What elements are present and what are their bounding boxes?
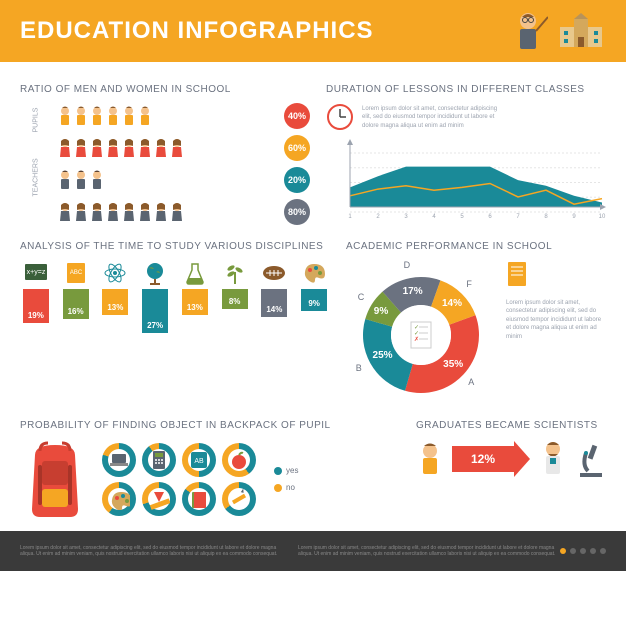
svg-text:4: 4 [432,214,436,219]
page-dot[interactable] [570,548,576,554]
disciplines-bars: x+y=z19%ABC16%13%27%13%8%14%9% [20,260,330,333]
page-dot[interactable] [590,548,596,554]
svg-text:10: 10 [599,214,606,219]
teacher-icon [508,9,548,53]
footer-lorem: Lorem ipsum dolor sit amet, consectetur … [20,545,282,558]
backpack-ring [222,482,256,516]
page-dot[interactable] [560,548,566,554]
discipline-item: 14% [259,260,291,333]
school-building-icon [556,13,606,49]
svg-text:AB: AB [194,458,204,465]
ratio-rows: PUPILS40% 60% TEACHERS20% 80% [20,103,310,225]
footer-bar: Lorem ipsum dolor sit amet, consectetur … [0,531,626,571]
discipline-item: x+y=z19% [20,260,52,333]
legend-yes-dot [274,467,282,475]
pagination-dots [560,548,606,554]
graduates-arrow: 12% [452,444,530,474]
backpack-ring [142,482,176,516]
ratio-title: RATIO OF MEN AND WOMEN IN SCHOOL [20,84,310,95]
graduates-row: 12% [416,439,606,479]
academic-title: ACADEMIC PERFORMANCE IN SCHOOL [346,241,606,252]
arrow-head [514,441,530,477]
legend-yes-label: yes [286,466,298,475]
svg-text:7: 7 [516,214,520,219]
duration-lorem: Lorem ipsum dolor sit amet, consectetur … [362,105,502,130]
area-chart-svg: 1 2 3 4 5 6 7 8 9 10 [336,139,606,219]
backpack-ring [102,482,136,516]
svg-text:ABC: ABC [69,270,82,276]
svg-text:✗: ✗ [414,336,419,343]
backpack-items: AB [102,443,256,516]
svg-text:1: 1 [348,214,352,219]
ratio-row: 80% [20,199,310,225]
backpack-row: AB yes no [20,439,400,519]
donut-chart: ✓✓✗35%A25%B9%C17%D14%F [346,260,496,410]
discipline-item: 9% [298,260,330,333]
backpack-ring [102,443,136,477]
footer-lorem-2: Lorem ipsum dolor sit amet, consectetur … [298,545,560,558]
discipline-item: 13% [100,260,132,333]
duration-title: DURATION OF LESSONS IN DIFFERENT CLASSES [326,84,606,95]
legend-no-label: no [286,483,295,492]
duration-chart: Lorem ipsum dolor sit amet, consectetur … [326,103,606,223]
svg-text:8: 8 [544,214,548,219]
microscope-icon [576,439,606,479]
discipline-item: 13% [179,260,211,333]
backpack-legend: yes no [274,466,298,492]
svg-text:5: 5 [460,214,464,219]
disciplines-title: ANALYSIS OF THE TIME TO STUDY VARIOUS DI… [20,241,330,252]
clock-icon [326,103,354,131]
ratio-row: 60% [20,135,310,161]
discipline-item: 8% [219,260,251,333]
academic-lorem: Lorem ipsum dolor sit amet, consectetur … [506,299,606,341]
scientist-icon [538,439,568,479]
backpack-ring [182,482,216,516]
backpack-title: PROBABILITY OF FINDING OBJECT IN BACKPAC… [20,420,400,431]
header-bar: EDUCATION INFOGRAPHICS [0,0,626,62]
svg-text:2: 2 [376,214,380,219]
svg-text:6: 6 [488,214,492,219]
legend-no-dot [274,484,282,492]
page-dot[interactable] [600,548,606,554]
svg-text:3: 3 [404,214,408,219]
discipline-item: 27% [139,260,171,333]
header-icons [508,9,606,53]
student-icon [416,441,444,477]
ratio-row: TEACHERS20% [20,167,310,193]
svg-text:9: 9 [572,214,576,219]
backpack-ring [142,443,176,477]
backpack-ring [222,443,256,477]
notebook-icon [506,260,530,290]
backpack-ring: AB [182,443,216,477]
donut-side: Lorem ipsum dolor sit amet, consectetur … [506,260,606,410]
ratio-row: PUPILS40% [20,103,310,129]
page-title: EDUCATION INFOGRAPHICS [20,17,374,45]
donut-area: ✓✓✗35%A25%B9%C17%D14%F Lorem ipsum dolor… [346,260,606,410]
svg-text:x+y=z: x+y=z [27,269,46,276]
discipline-item: ABC16% [60,260,92,333]
graduates-title: GRADUATES BECAME SCIENTISTS [416,420,606,431]
graduates-pct: 12% [452,446,514,472]
page-dot[interactable] [580,548,586,554]
backpack-icon [20,439,90,519]
